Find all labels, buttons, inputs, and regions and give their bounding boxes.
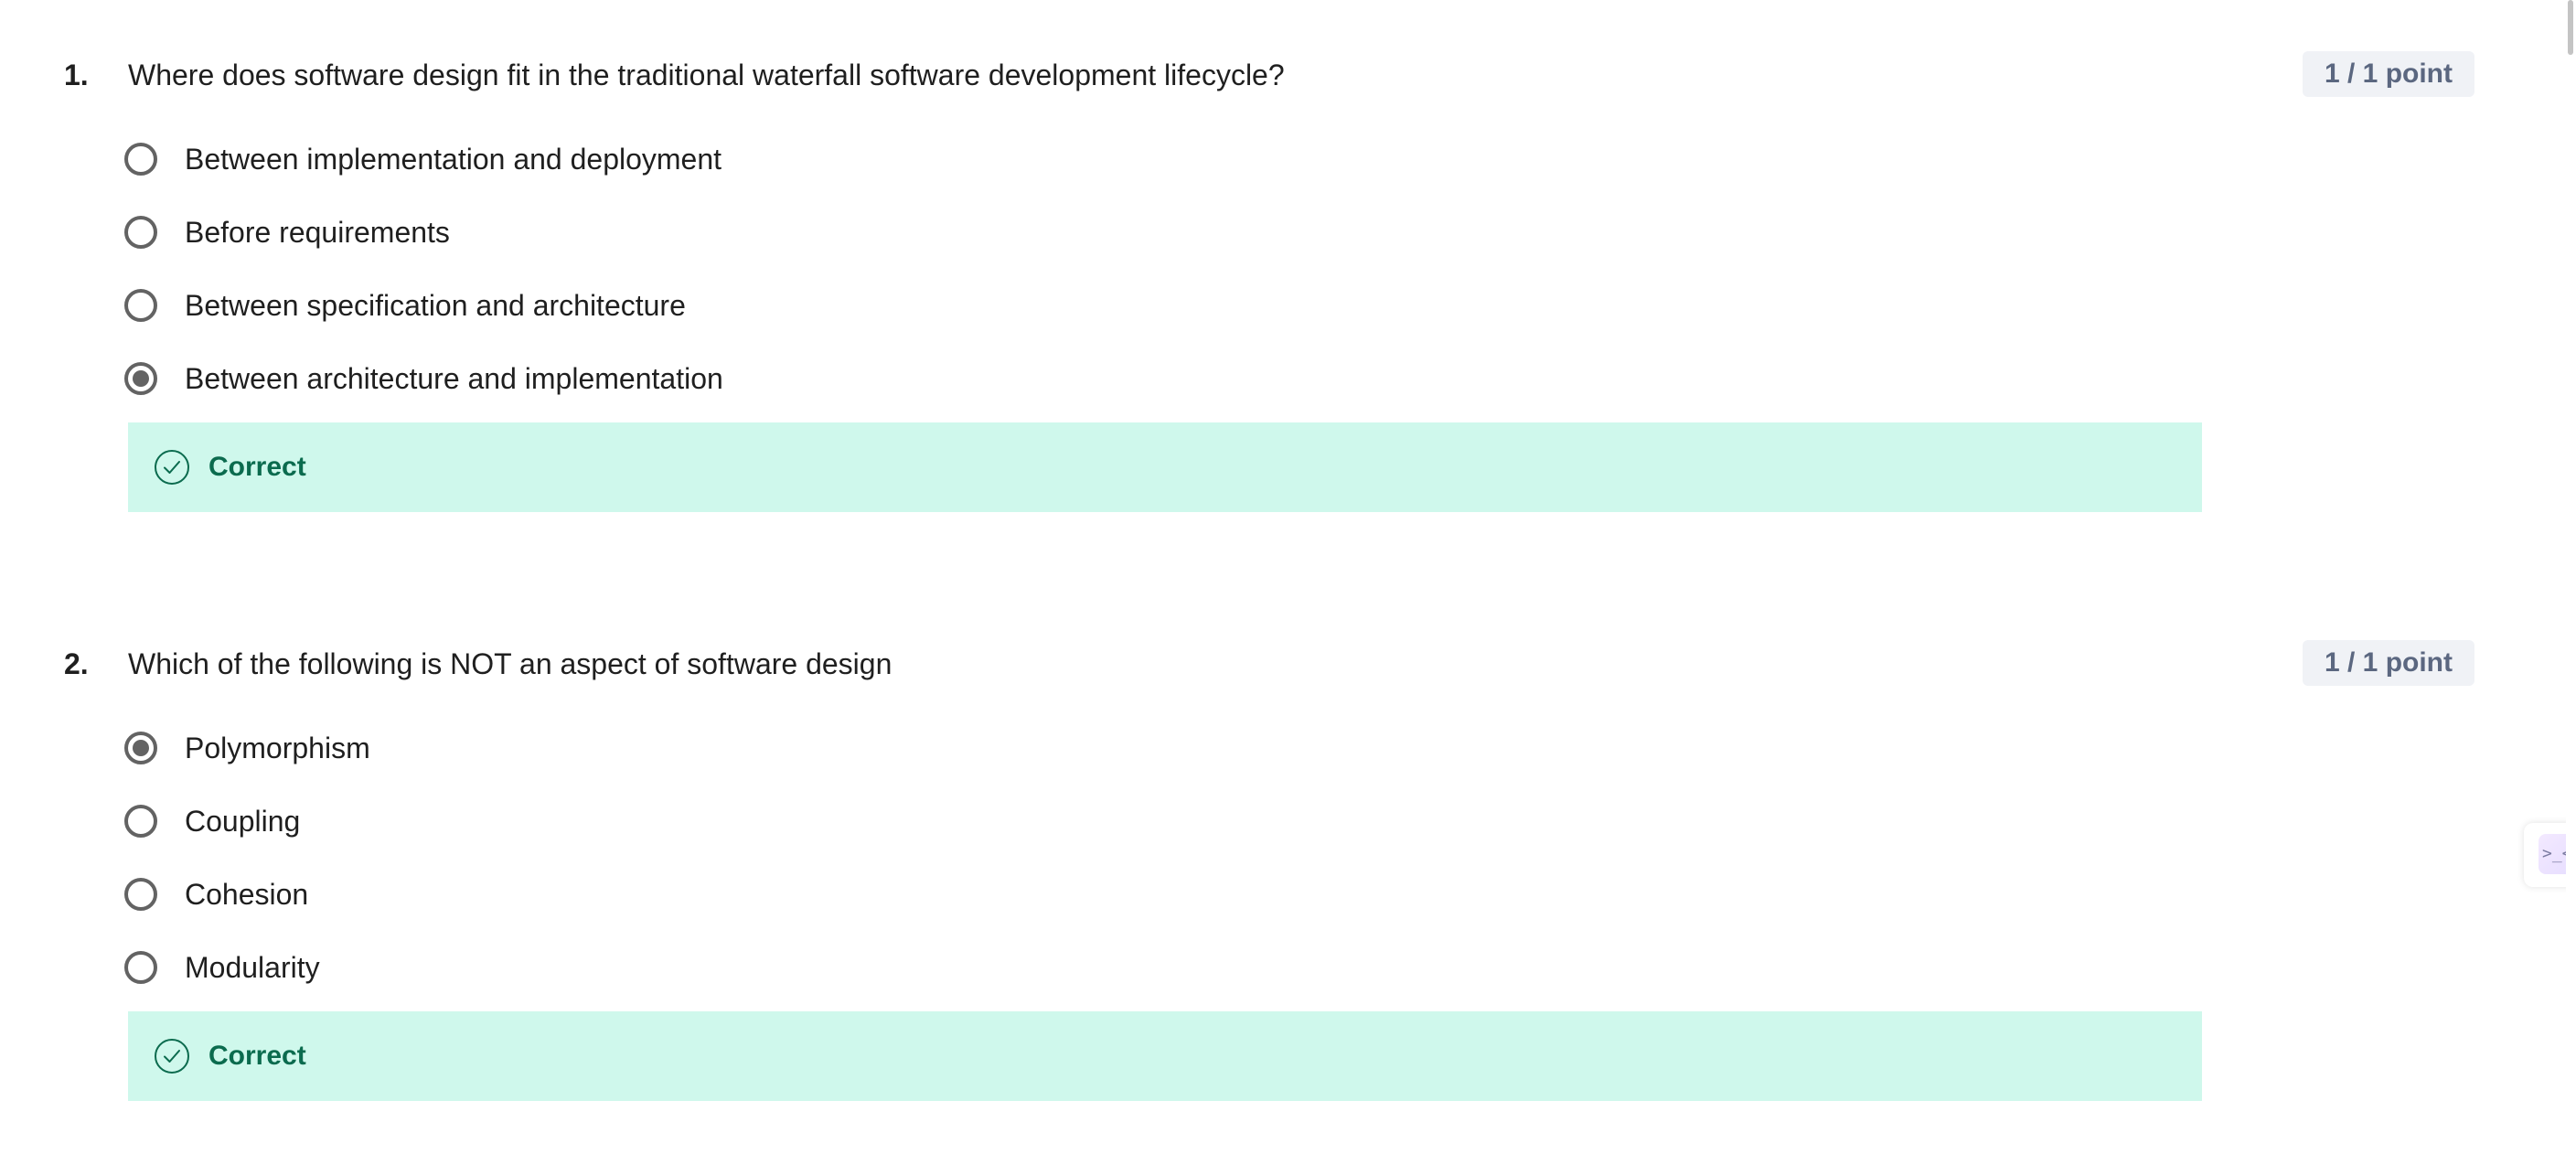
answer-option-label: Coupling [185, 805, 301, 838]
question-number: 2. [64, 647, 89, 680]
answer-option-label: Between specification and architecture [185, 289, 686, 322]
points-badge: 1 / 1 point [2303, 51, 2474, 97]
answer-option-label: Modularity [185, 951, 320, 984]
radio-button-selected[interactable] [124, 732, 157, 764]
answer-option-label: Between architecture and implementation [185, 362, 723, 395]
radio-button[interactable] [124, 951, 157, 984]
question-number: 1. [64, 59, 89, 91]
feedback-label: Correct [208, 452, 306, 482]
answer-option[interactable]: Coupling [124, 785, 1222, 858]
radio-button[interactable] [124, 878, 157, 911]
answer-option[interactable]: Polymorphism [124, 711, 1222, 785]
answer-option-label: Between implementation and deployment [185, 143, 722, 176]
answer-option[interactable]: Between architecture and implementation [124, 342, 1222, 415]
scrollbar-track[interactable] [2566, 0, 2576, 1154]
answer-option-label: Cohesion [185, 878, 309, 911]
question-text: Which of the following is NOT an aspect … [128, 647, 893, 680]
check-circle-icon [155, 450, 189, 485]
answer-option[interactable]: Cohesion [124, 858, 1222, 931]
scrollbar-thumb[interactable] [2568, 0, 2573, 55]
answer-option[interactable]: Modularity [124, 931, 1222, 1004]
radio-button-selected[interactable] [124, 362, 157, 395]
answer-option[interactable]: Between implementation and deployment [124, 123, 1222, 196]
question-header: 1. Where does software design fit in the… [0, 49, 2487, 101]
answer-option-label: Before requirements [185, 216, 450, 249]
question-text: Where does software design fit in the tr… [128, 59, 1285, 91]
radio-button[interactable] [124, 143, 157, 176]
feedback-label: Correct [208, 1041, 306, 1071]
feedback-correct: Correct [128, 422, 2202, 512]
points-badge: 1 / 1 point [2303, 640, 2474, 686]
feedback-correct: Correct [128, 1011, 2202, 1101]
radio-button[interactable] [124, 289, 157, 322]
answer-option[interactable]: Before requirements [124, 196, 1222, 269]
answer-option-label: Polymorphism [185, 732, 370, 764]
question-header: 2. Which of the following is NOT an aspe… [0, 638, 2487, 689]
radio-button[interactable] [124, 216, 157, 249]
answer-options: Polymorphism Coupling Cohesion Modularit… [124, 711, 1222, 1004]
radio-button[interactable] [124, 805, 157, 838]
answer-options: Between implementation and deployment Be… [124, 123, 1222, 415]
answer-option[interactable]: Between specification and architecture [124, 269, 1222, 342]
check-circle-icon [155, 1039, 189, 1074]
